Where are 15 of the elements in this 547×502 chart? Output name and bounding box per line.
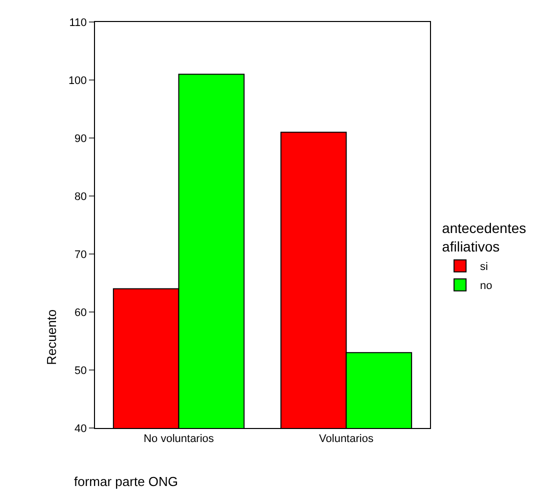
y-tick-label: 110	[69, 16, 87, 29]
x-axis-title: formar parte ONG	[74, 474, 178, 489]
y-tick-label: 70	[74, 248, 87, 261]
y-tick-label: 90	[74, 132, 87, 145]
legend-label: no	[480, 280, 492, 292]
y-tick-label: 80	[74, 190, 87, 203]
legend-title: antecedentes afiliativos	[442, 220, 526, 254]
x-tick-label: Voluntarios	[319, 433, 374, 446]
y-tick-label: 100	[68, 74, 87, 87]
legend-label: si	[480, 261, 488, 274]
x-tick-label: No voluntarios	[144, 433, 214, 446]
y-tick-label: 50	[74, 364, 87, 377]
y-tick-label: 60	[74, 306, 87, 319]
y-tick-label: 40	[74, 422, 87, 435]
y-axis-title: Recuento	[44, 309, 59, 365]
